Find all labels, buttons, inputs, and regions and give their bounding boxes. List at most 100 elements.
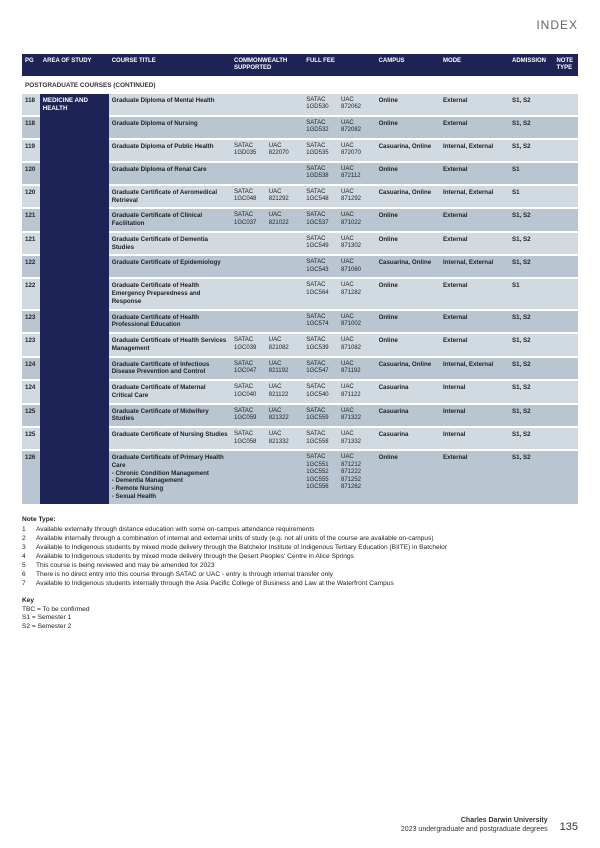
cell-title: Graduate Certificate of Health Professio…: [109, 311, 231, 333]
cell-pg: 124: [22, 381, 40, 403]
cell-nt: [553, 381, 578, 403]
cell-cs: [231, 311, 303, 333]
cell-mode: External: [440, 451, 509, 504]
cell-ff: SATACUAC1GD530872062: [303, 94, 375, 115]
cell-title: Graduate Certificate of Aeromedical Retr…: [109, 186, 231, 208]
cell-adm: S1: [509, 279, 553, 308]
cell-ff: SATACUAC1GC537871022: [303, 209, 375, 231]
cell-nt: [553, 334, 578, 356]
cell-adm: S1, S2: [509, 451, 553, 504]
cell-adm: S1, S2: [509, 94, 553, 115]
cell-cs: SATACUAC1GC059821322: [231, 405, 303, 427]
cell-mode: Internal, External: [440, 358, 509, 380]
key-line: S1 = Semester 1: [22, 614, 578, 623]
cell-nt: [553, 209, 578, 231]
cell-cs: [231, 117, 303, 138]
cell-cs: [231, 256, 303, 277]
cell-adm: S1, S2: [509, 140, 553, 161]
cell-cs: SATACUAC1GC040821122: [231, 381, 303, 403]
cell-pg: 121: [22, 233, 40, 255]
cell-ff: SATACUAC1GC5518712121GC5528712221GC55587…: [303, 451, 375, 504]
cell-ff: SATACUAC1GC548871292: [303, 186, 375, 208]
cell-mode: Internal: [440, 381, 509, 403]
cell-adm: S1: [509, 186, 553, 208]
cell-ff: SATACUAC1GC539871082: [303, 334, 375, 356]
cell-title: Graduate Certificate of Midwifery Studie…: [109, 405, 231, 427]
cell-adm: S1, S2: [509, 334, 553, 356]
cell-pg: 125: [22, 428, 40, 449]
cell-campus: Casuarina: [376, 405, 440, 427]
cell-cs: SATACUAC1GC058821332: [231, 428, 303, 449]
cell-mode: External: [440, 117, 509, 138]
index-label: INDEX: [22, 18, 578, 32]
cell-campus: Online: [376, 451, 440, 504]
footer-name: Charles Darwin University: [401, 817, 548, 825]
cell-campus: Online: [376, 117, 440, 138]
cell-campus: Casuarina, Online: [376, 358, 440, 380]
cell-nt: [553, 233, 578, 255]
key-line: TBC = To be confirmed: [22, 606, 578, 615]
cell-cs: [231, 279, 303, 308]
note-type-block: Note Type: 1Available externally through…: [22, 516, 578, 589]
cell-pg: 122: [22, 279, 40, 308]
cell-title: Graduate Certificate of Dementia Studies: [109, 233, 231, 255]
cell-title: Graduate Certificate of Epidemiology: [109, 256, 231, 277]
cell-nt: [553, 186, 578, 208]
cell-ff: SATACUAC1GC558871332: [303, 428, 375, 449]
cell-campus: Online: [376, 209, 440, 231]
cell-ff: SATACUAC1GC547871192: [303, 358, 375, 380]
cell-adm: S1: [509, 163, 553, 184]
cell-pg: 119: [22, 140, 40, 161]
cell-campus: Online: [376, 233, 440, 255]
cell-campus: Casuarina, Online: [376, 186, 440, 208]
note-type-header: Note Type:: [22, 516, 578, 525]
cell-nt: [553, 358, 578, 380]
course-table: PG AREA OF STUDY COURSE TITLE COMMONWEAL…: [22, 54, 578, 504]
cell-campus: Online: [376, 94, 440, 115]
cell-cs: [231, 233, 303, 255]
key-line: S2 = Semester 2: [22, 623, 578, 632]
cell-nt: [553, 117, 578, 138]
cell-pg: 118: [22, 117, 40, 138]
cell-ff: SATACUAC1GC574871002: [303, 311, 375, 333]
cell-title: Graduate Certificate of Primary Health C…: [109, 451, 231, 504]
cell-ff: SATACUAC1GD532872082: [303, 117, 375, 138]
cell-nt: [553, 140, 578, 161]
key-header: Key: [22, 597, 578, 606]
cell-adm: S1, S2: [509, 117, 553, 138]
cell-nt: [553, 94, 578, 115]
col-mode: MODE: [440, 54, 509, 76]
table-row: 118MEDICINE AND HEALTHGraduate Diploma o…: [22, 94, 578, 115]
cell-pg: 120: [22, 163, 40, 184]
cell-adm: S1, S2: [509, 233, 553, 255]
cell-cs: [231, 94, 303, 115]
cell-mode: External: [440, 233, 509, 255]
cell-cs: [231, 451, 303, 504]
cell-title: Graduate Certificate of Infectious Disea…: [109, 358, 231, 380]
cell-cs: SATACUAC1GC037821022: [231, 209, 303, 231]
page-number: 135: [560, 821, 578, 834]
note-line: 4Available to Indigenous students by mix…: [22, 553, 578, 562]
cell-campus: Online: [376, 279, 440, 308]
col-ff: FULL FEE: [303, 54, 375, 76]
cell-campus: Online: [376, 334, 440, 356]
cell-mode: Internal: [440, 428, 509, 449]
cell-campus: Casuarina, Online: [376, 256, 440, 277]
cell-nt: [553, 256, 578, 277]
cell-mode: External: [440, 163, 509, 184]
cell-ff: SATACUAC1GC549871302: [303, 233, 375, 255]
footer-sub: 2023 undergraduate and postgraduate degr…: [401, 826, 548, 834]
cell-nt: [553, 163, 578, 184]
cell-mode: External: [440, 94, 509, 115]
note-line: 1Available externally through distance e…: [22, 526, 578, 535]
cell-mode: External: [440, 279, 509, 308]
col-campus: CAMPUS: [376, 54, 440, 76]
cell-pg: 121: [22, 209, 40, 231]
cell-pg: 126: [22, 451, 40, 504]
cell-cs: SATACUAC1GC047821192: [231, 358, 303, 380]
cell-pg: 122: [22, 256, 40, 277]
table-header-row: PG AREA OF STUDY COURSE TITLE COMMONWEAL…: [22, 54, 578, 76]
cell-adm: S1, S2: [509, 209, 553, 231]
cell-title: Graduate Diploma of Renal Care: [109, 163, 231, 184]
cell-ff: SATACUAC1GD538872112: [303, 163, 375, 184]
